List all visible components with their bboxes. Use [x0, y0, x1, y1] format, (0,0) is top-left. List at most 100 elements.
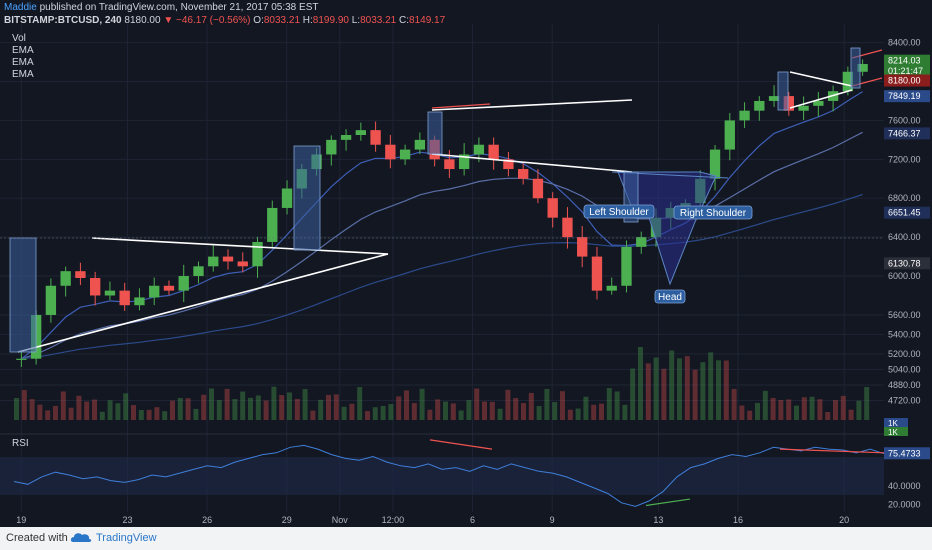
volume-bar-94 — [747, 410, 753, 420]
indicator-ema-1[interactable]: EMA — [12, 45, 34, 56]
price-label-bg-0 — [884, 54, 930, 67]
candle-body-3 — [60, 271, 71, 286]
price-tick-8: 5400.00 — [888, 329, 921, 339]
price-label-0: 8214.03 — [888, 56, 921, 66]
volume-bar-52 — [419, 388, 425, 420]
volume-bar-57 — [458, 410, 464, 420]
tradingview-brand[interactable]: TradingView — [96, 532, 157, 544]
rsi-tick-1: 40.0000 — [888, 481, 921, 491]
volume-bar-18 — [154, 407, 160, 420]
candle-body-0 — [16, 358, 27, 360]
volume-bar-26 — [216, 400, 222, 420]
volume-bar-55 — [443, 401, 448, 420]
left-shoulder-callout — [583, 204, 655, 219]
head-label: Head — [658, 292, 682, 303]
volume-bar-48 — [388, 404, 394, 420]
volume-bar-7 — [68, 407, 74, 420]
volume-bar-38 — [310, 410, 316, 420]
volume-bars — [14, 346, 870, 420]
highlight-box-5 — [777, 71, 789, 111]
ema-fast — [21, 91, 863, 360]
rsi-divergence-1 — [429, 439, 493, 450]
volume-bar-16 — [138, 409, 144, 420]
rsi-tick-2: 20.0000 — [888, 500, 921, 510]
volume-bar-100 — [794, 405, 799, 420]
volume-bar-82 — [653, 357, 659, 420]
right-shoulder-label: Right Shoulder — [680, 208, 747, 219]
time-tick-0: 19 — [16, 515, 26, 525]
open-value: 8033.21 — [263, 15, 301, 26]
price-tick-9: 5200.00 — [888, 349, 921, 359]
volume-bar-24 — [201, 394, 207, 420]
volume-bar-8 — [76, 395, 82, 420]
volume-bar-79 — [630, 368, 636, 420]
volume-bar-5 — [53, 406, 58, 420]
volume-bar-91 — [723, 360, 729, 420]
volume-bar-58 — [466, 400, 472, 420]
head-callout — [654, 289, 686, 304]
volume-bar-84 — [669, 350, 675, 420]
indicator-ema-3[interactable]: EMA — [12, 69, 34, 80]
candle-body-32 — [488, 144, 499, 160]
volume-bar-11 — [99, 411, 105, 420]
down-arrow-icon: ▼ — [163, 15, 174, 26]
volume-bar-62 — [497, 408, 503, 420]
price-tick-6: 6000.00 — [888, 271, 921, 281]
volume-bar-68 — [544, 388, 550, 420]
price-label-bg-6 — [884, 257, 930, 270]
candle-body-52 — [783, 96, 794, 111]
volume-bar-53 — [427, 409, 433, 420]
indicator-vol[interactable]: Vol — [12, 33, 26, 44]
volume-bar-30 — [248, 397, 253, 420]
volume-bar-15 — [131, 405, 136, 420]
candle-body-21 — [326, 139, 337, 155]
price-axis: 8400.008000.007600.007200.006800.006400.… — [884, 24, 932, 514]
candle-body-23 — [355, 130, 366, 135]
volume-bar-34 — [279, 395, 285, 420]
indicator-rsi[interactable]: RSI — [12, 438, 29, 449]
price-label-1: 01:21:47 — [888, 66, 923, 76]
price-tick-0: 8400.00 — [888, 38, 921, 48]
volume-bar-43 — [349, 403, 355, 420]
published-text: published on TradingView.com, November 2… — [36, 2, 319, 13]
grid — [0, 24, 884, 512]
triangle-lower-line — [17, 253, 389, 353]
candle-body-13 — [208, 256, 219, 267]
price-label-bg-4 — [884, 127, 930, 140]
open-label: O: — [253, 15, 264, 26]
volume-bar-3 — [37, 404, 43, 420]
candle-body-18 — [281, 188, 293, 208]
volume-bar-70 — [560, 391, 565, 420]
high-value: 8199.90 — [312, 15, 349, 26]
volume-bar-71 — [567, 409, 573, 420]
candle-body-54 — [813, 100, 824, 106]
megaphone-upper-line — [431, 99, 633, 111]
rsi-band — [0, 457, 884, 495]
volume-bar-102 — [809, 396, 815, 420]
volume-bar-105 — [833, 400, 838, 420]
indicator-ema-2[interactable]: EMA — [12, 57, 34, 68]
volume-bar-90 — [716, 360, 721, 420]
volume-bar-35 — [287, 392, 292, 420]
volume-label-0: 1K — [888, 419, 898, 428]
volume-bar-0 — [14, 398, 19, 420]
author-link[interactable]: Maddie — [4, 2, 37, 13]
volume-bar-56 — [450, 403, 456, 420]
volume-bar-13 — [115, 403, 121, 420]
volume-bar-59 — [474, 388, 480, 420]
candle-body-10 — [163, 285, 175, 291]
symbol[interactable]: BITSTAMP:BTCUSD, 240 — [4, 15, 122, 26]
volume-bar-61 — [489, 401, 495, 420]
time-tick-2: 26 — [202, 515, 212, 525]
last-price: 8180.00 — [124, 15, 161, 26]
close-value: 8149.17 — [409, 15, 446, 26]
volume-bar-73 — [583, 396, 589, 420]
volume-bar-44 — [357, 387, 363, 420]
tradingview-cloud-icon — [70, 533, 92, 542]
ema-mid — [21, 131, 863, 360]
volume-bar-36 — [294, 398, 300, 420]
volume-bar-4 — [45, 410, 51, 420]
volume-bar-69 — [552, 402, 558, 420]
candle-body-37 — [562, 217, 573, 238]
